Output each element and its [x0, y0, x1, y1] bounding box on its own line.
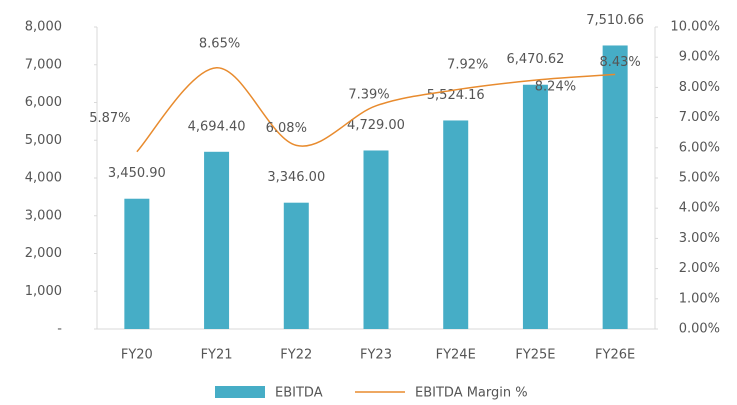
legend-swatch — [215, 386, 265, 398]
line-label: 8.65% — [199, 36, 240, 51]
y2-tick-label: 9.00% — [679, 50, 720, 65]
x-tick-label: FY20 — [121, 348, 153, 363]
bar-label: 7,510.66 — [586, 13, 644, 28]
line-label: 8.43% — [599, 55, 640, 70]
bar — [283, 202, 309, 329]
x-tick-label: FY25E — [515, 348, 555, 363]
bar — [204, 151, 230, 329]
bar — [363, 150, 389, 329]
x-tick-label: FY22 — [280, 348, 312, 363]
bar-label: 3,450.90 — [108, 166, 166, 181]
y-tick-label: 6,000 — [25, 95, 62, 110]
bar — [124, 198, 150, 329]
x-tick-label: FY26E — [595, 348, 635, 363]
y-tick-label: 5,000 — [25, 133, 62, 148]
y-tick-label: 4,000 — [25, 171, 62, 186]
y2-tick-label: 8.00% — [679, 80, 720, 95]
y-tick-label: - — [57, 322, 62, 337]
y2-tick-label: 6.00% — [679, 140, 720, 155]
y2-tick-label: 0.00% — [679, 322, 720, 337]
x-tick-label: FY21 — [201, 348, 233, 363]
y2-tick-label: 10.00% — [670, 20, 720, 35]
line — [136, 67, 616, 153]
line-label: 7.92% — [447, 57, 488, 72]
x-tick-label: FY23 — [360, 348, 392, 363]
line-label: 7.39% — [348, 87, 389, 102]
bar-label: 4,729.00 — [347, 118, 405, 133]
line-label: 5.87% — [89, 111, 130, 126]
bar-label: 6,470.62 — [506, 52, 564, 67]
y-tick-label: 1,000 — [25, 284, 62, 299]
bar — [443, 120, 469, 330]
y-tick-label: 3,000 — [25, 208, 62, 223]
bar — [602, 45, 628, 329]
y2-tick-label: 5.00% — [679, 171, 720, 186]
legend-label: EBITDA — [275, 386, 323, 401]
bar — [522, 84, 548, 329]
y-tick-label: 7,000 — [25, 57, 62, 72]
line-label: 6.08% — [266, 121, 307, 136]
bar-label: 4,694.40 — [188, 119, 246, 134]
y2-tick-label: 4.00% — [679, 201, 720, 216]
y2-tick-label: 2.00% — [679, 261, 720, 276]
y2-tick-label: 3.00% — [679, 231, 720, 246]
y2-tick-label: 7.00% — [679, 110, 720, 125]
x-tick-label: FY24E — [436, 348, 476, 363]
y2-tick-label: 1.00% — [679, 291, 720, 306]
bar-label: 3,346.00 — [267, 170, 325, 185]
legend-label: EBITDA Margin % — [415, 386, 528, 401]
y-tick-label: 2,000 — [25, 246, 62, 261]
line-label: 8.24% — [535, 80, 576, 95]
y-tick-label: 8,000 — [25, 20, 62, 35]
